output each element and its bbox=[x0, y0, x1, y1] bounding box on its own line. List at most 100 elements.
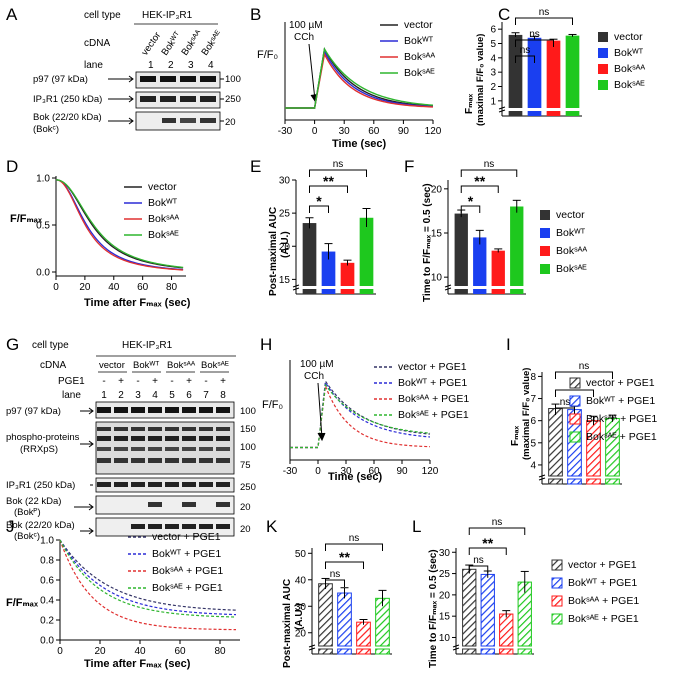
band bbox=[97, 436, 111, 441]
cdna-label: cDNA bbox=[84, 38, 110, 49]
bar bbox=[499, 613, 514, 647]
marker-label: 20 bbox=[240, 502, 251, 513]
bar bbox=[473, 237, 487, 286]
y-tick-label: 20 bbox=[439, 590, 451, 601]
x-tick-label: 60 bbox=[174, 646, 186, 657]
cdna-group: vector bbox=[99, 360, 125, 371]
cell-type-label: cell type bbox=[84, 10, 121, 21]
legend-swatch bbox=[551, 595, 563, 607]
y-axis-label: (A.U.) bbox=[280, 231, 291, 258]
significance-label: ** bbox=[339, 549, 350, 565]
x-tick-label: 20 bbox=[94, 646, 106, 657]
pge1-state: + bbox=[152, 376, 158, 387]
y-tick-label: 6 bbox=[530, 416, 536, 427]
y-axis-label: F/F₀ bbox=[257, 49, 278, 61]
y-axis-label: Fₘₐₓ bbox=[510, 425, 521, 446]
band bbox=[199, 447, 213, 451]
panel-letter-e: E bbox=[250, 157, 261, 176]
legend-swatch bbox=[569, 431, 581, 443]
band bbox=[148, 524, 162, 529]
band bbox=[165, 407, 179, 413]
bar-base bbox=[480, 648, 495, 655]
x-tick-label: 60 bbox=[137, 282, 149, 293]
pge1-row: - + - + - + - + bbox=[102, 376, 226, 387]
y-tick-label: 0.0 bbox=[36, 268, 50, 279]
panel-letter-f: F bbox=[404, 157, 414, 176]
significance-bracket bbox=[325, 543, 383, 551]
bar bbox=[605, 417, 620, 477]
bar bbox=[321, 251, 336, 286]
row-label: p97 (97 kDa) bbox=[6, 406, 61, 417]
bar bbox=[318, 583, 333, 647]
band bbox=[148, 436, 162, 441]
row-label: IP₃R1 (250 kDa) bbox=[6, 480, 75, 491]
lane-number: 5 bbox=[169, 390, 175, 401]
band bbox=[148, 407, 162, 413]
legend-label: Bokˢᴬᴬ bbox=[148, 213, 179, 225]
bar bbox=[508, 34, 523, 108]
band bbox=[97, 482, 111, 487]
y-tick-label: 2 bbox=[490, 82, 496, 93]
band bbox=[131, 458, 145, 463]
band bbox=[114, 447, 128, 451]
legend-label: Bokˢᴬᴱ + PGE1 bbox=[398, 409, 469, 421]
y-tick-label: 20 bbox=[295, 628, 307, 639]
legend-label: Bokˢᴬᴱ + PGE1 bbox=[568, 613, 639, 625]
band bbox=[165, 524, 179, 529]
x-tick-label: 80 bbox=[166, 282, 178, 293]
stimulus-annotation: CCh bbox=[294, 32, 314, 43]
stimulus-annotation: CCh bbox=[304, 371, 324, 382]
legend-swatch bbox=[569, 377, 581, 389]
band bbox=[114, 482, 128, 487]
y-tick-label: 40 bbox=[295, 575, 307, 586]
lane-number: 4 bbox=[208, 60, 214, 71]
band bbox=[114, 427, 128, 431]
marker-label: 100 bbox=[225, 74, 241, 85]
significance-bracket bbox=[309, 205, 329, 213]
y-tick-label: 0.4 bbox=[40, 596, 54, 607]
band bbox=[114, 407, 128, 413]
legend-label: Bokˢᴬᴬ + PGE1 bbox=[568, 595, 639, 607]
pge1-state: + bbox=[186, 376, 192, 387]
legend-swatch bbox=[551, 559, 563, 571]
stimulus-annotation: 100 µM bbox=[289, 20, 323, 31]
row-label: Bok (22 kDa) bbox=[6, 496, 61, 507]
bar bbox=[548, 408, 563, 477]
lane-number: 2 bbox=[118, 390, 124, 401]
band bbox=[182, 482, 196, 487]
y-tick-label: 1.0 bbox=[40, 536, 54, 547]
row-label: phospho-proteins bbox=[6, 432, 80, 443]
x-tick-label: 60 bbox=[368, 466, 380, 477]
row-label: Bok (22/20 kDa) bbox=[33, 112, 102, 123]
line-chart: 0.0 0.2 0.4 0.6 0.8 1.0 0 20 40 60 80 bbox=[40, 536, 240, 657]
significance-bracket bbox=[325, 579, 345, 587]
significance-bracket bbox=[325, 561, 364, 569]
legend-label: Bokˢᴬᴱ bbox=[614, 79, 645, 91]
y-tick-label: 0.8 bbox=[40, 556, 54, 567]
band-row bbox=[97, 407, 230, 413]
bar-chart: 10 15 20 *** ns bbox=[431, 159, 526, 295]
lane-number: 3 bbox=[135, 390, 141, 401]
significance-bracket bbox=[555, 389, 594, 397]
band bbox=[97, 427, 111, 431]
legend-swatch bbox=[569, 413, 581, 425]
line-chart: -30 0 30 60 90 120 bbox=[283, 360, 439, 477]
band bbox=[131, 524, 145, 529]
legend-swatch bbox=[551, 613, 563, 625]
panel-letter-d: D bbox=[6, 157, 18, 176]
y-axis-label: Post-maximal AUC bbox=[268, 207, 279, 296]
significance-label: * bbox=[468, 193, 474, 209]
cdna-label: cDNA bbox=[40, 360, 66, 371]
panel-j: J F/Fₘₐₓ 0.0 0.2 0.4 0.6 0.8 1.0 0 20 40 60 80 vec… bbox=[6, 517, 240, 670]
y-axis-label: (A.U.) bbox=[294, 603, 305, 630]
x-tick-label: 0 bbox=[53, 282, 59, 293]
bar-base bbox=[340, 289, 355, 294]
legend-swatch bbox=[540, 210, 550, 220]
bar-base bbox=[567, 478, 582, 485]
band bbox=[131, 407, 145, 413]
panel-letter-j: J bbox=[6, 517, 15, 536]
bar bbox=[337, 592, 352, 647]
y-tick-label: 25 bbox=[279, 209, 291, 220]
bar-base bbox=[375, 648, 390, 655]
y-tick-label: 20 bbox=[279, 242, 291, 253]
